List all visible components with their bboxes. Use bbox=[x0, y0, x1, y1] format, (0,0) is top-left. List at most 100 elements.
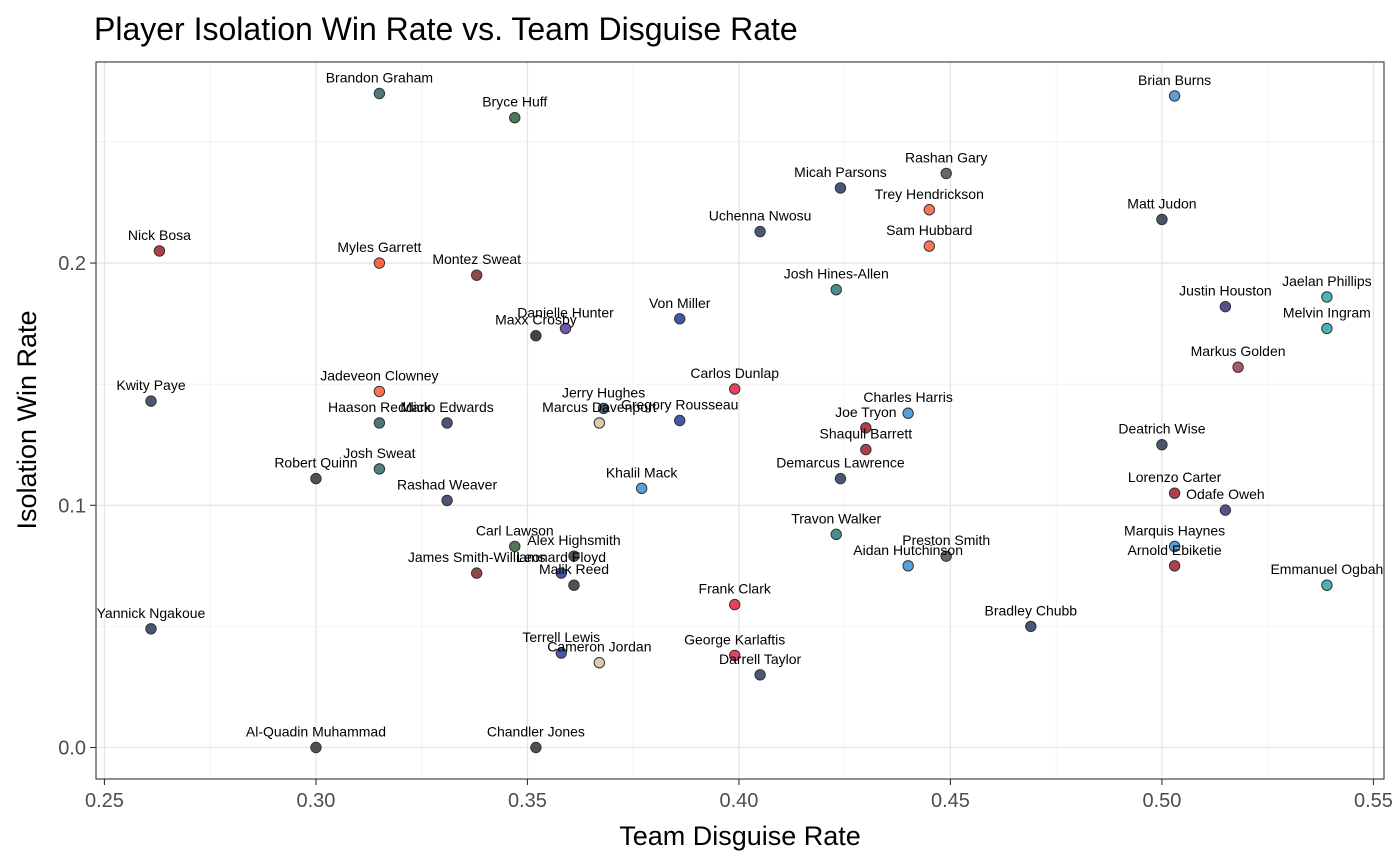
point-label: Mario Edwards bbox=[400, 399, 493, 415]
data-point bbox=[674, 313, 686, 325]
point-label: Sam Hubbard bbox=[886, 222, 972, 238]
major-gridlines bbox=[96, 62, 1384, 779]
point-label: Leonard Floyd bbox=[517, 549, 607, 565]
point-label: Justin Houston bbox=[1179, 283, 1272, 299]
data-point bbox=[1321, 291, 1333, 303]
data-point bbox=[940, 550, 952, 562]
data-point bbox=[674, 414, 686, 427]
point-label: Cameron Jordan bbox=[547, 639, 651, 655]
point-label: Danielle Hunter bbox=[517, 304, 614, 320]
point-label: Darrell Taylor bbox=[719, 651, 802, 667]
data-point bbox=[729, 598, 741, 611]
data-point bbox=[923, 240, 935, 252]
point-label: Jerry Hughes bbox=[562, 384, 645, 400]
data-point bbox=[555, 567, 567, 579]
point-label: Travon Walker bbox=[791, 510, 881, 526]
data-point bbox=[923, 204, 935, 216]
data-point bbox=[530, 330, 542, 342]
data-point bbox=[834, 182, 847, 194]
data-point bbox=[1156, 439, 1168, 451]
point-label: Terrell Lewis bbox=[522, 629, 600, 645]
data-point bbox=[830, 528, 842, 541]
point-label: Micah Parsons bbox=[794, 164, 887, 180]
point-label: Markus Golden bbox=[1191, 343, 1286, 359]
data-point bbox=[860, 422, 872, 434]
point-label: Matt Judon bbox=[1127, 195, 1196, 211]
data-point bbox=[310, 741, 322, 754]
point-label: Alex Highsmith bbox=[527, 532, 620, 548]
data-point bbox=[597, 402, 610, 415]
point-label: Deatrich Wise bbox=[1118, 421, 1205, 437]
point-label: Bryce Huff bbox=[482, 94, 547, 110]
point-label: Rashan Gary bbox=[905, 149, 987, 165]
point-label: Yannick Ngakoue bbox=[97, 605, 206, 621]
data-point bbox=[635, 482, 648, 495]
data-point bbox=[373, 257, 386, 269]
point-label: Chandler Jones bbox=[487, 724, 585, 740]
point-label: Shaquil Barrett bbox=[820, 426, 913, 442]
data-point bbox=[830, 283, 842, 296]
data-point bbox=[593, 417, 606, 429]
data-point bbox=[834, 472, 847, 485]
point-label: Arnold Ebiketie bbox=[1128, 542, 1222, 558]
y-tick-label: 0.2 bbox=[58, 253, 86, 275]
data-point bbox=[470, 269, 483, 281]
point-label: Montez Sweat bbox=[432, 251, 521, 267]
point-label: Aidan Hutchinson bbox=[853, 542, 963, 558]
data-point bbox=[729, 383, 741, 395]
data-point bbox=[509, 112, 521, 124]
point-label: Haason Reddick bbox=[328, 399, 432, 415]
data-point bbox=[1168, 540, 1181, 553]
data-point bbox=[1321, 579, 1333, 591]
x-tick-label: 0.50 bbox=[1142, 790, 1181, 812]
x-tick-label: 0.55 bbox=[1354, 790, 1393, 812]
data-point bbox=[568, 550, 580, 562]
point-label: Carlos Dunlap bbox=[690, 365, 779, 381]
data-point bbox=[1232, 361, 1244, 373]
x-tick-label: 0.40 bbox=[719, 790, 758, 812]
point-label: Charles Harris bbox=[863, 389, 952, 405]
point-label: Trey Hendrickson bbox=[875, 186, 984, 202]
point-label: Marcus Davenport bbox=[542, 399, 656, 415]
point-label: Kwity Paye bbox=[116, 377, 185, 393]
data-point bbox=[373, 87, 386, 100]
point-label: Emmanuel Ogbah bbox=[1270, 561, 1383, 577]
data-point bbox=[1168, 90, 1181, 102]
point-label: Frank Clark bbox=[699, 581, 772, 597]
point-labels: Brandon Graham Bryce Huff Brian Burns Rasha… bbox=[97, 69, 1384, 739]
point-label: Jadeveon Clowney bbox=[320, 367, 438, 383]
data-point bbox=[593, 657, 606, 669]
data-point bbox=[1321, 322, 1333, 335]
point-label: Al-Quadin Muhammad bbox=[246, 724, 386, 740]
data-point bbox=[860, 443, 872, 456]
plot-panel-border bbox=[95, 61, 1385, 780]
x-tick-label: 0.45 bbox=[931, 790, 970, 812]
chart-title: Player Isolation Win Rate vs. Team Disgu… bbox=[94, 11, 798, 47]
data-point bbox=[1168, 487, 1181, 499]
data-point bbox=[1168, 560, 1181, 572]
point-label: Marquis Haynes bbox=[1124, 522, 1225, 538]
data-point bbox=[310, 472, 322, 485]
data-point bbox=[153, 245, 166, 257]
y-tick-label: 0.0 bbox=[58, 738, 86, 760]
data-point bbox=[902, 407, 914, 419]
data-point bbox=[441, 417, 453, 429]
y-tick-label: 0.1 bbox=[58, 495, 86, 517]
point-label: Myles Garrett bbox=[337, 239, 421, 255]
point-label: Von Miller bbox=[649, 295, 711, 311]
point-label: Brandon Graham bbox=[326, 69, 433, 85]
data-point bbox=[1025, 620, 1037, 633]
x-axis-ticks: 0.25 0.30 0.35 0.40 0.45 0.50 0.55 bbox=[85, 779, 1393, 812]
data-point bbox=[373, 385, 386, 398]
data-points bbox=[145, 87, 1333, 754]
point-label: Lorenzo Carter bbox=[1128, 469, 1222, 485]
data-point bbox=[729, 649, 741, 662]
point-label: Nick Bosa bbox=[128, 227, 191, 243]
point-label: James Smith-Williams bbox=[408, 549, 546, 565]
point-label: Jaelan Phillips bbox=[1282, 273, 1372, 289]
point-label: Preston Smith bbox=[902, 532, 990, 548]
data-point bbox=[1156, 213, 1168, 226]
x-tick-label: 0.30 bbox=[296, 790, 335, 812]
data-point bbox=[1219, 504, 1232, 516]
